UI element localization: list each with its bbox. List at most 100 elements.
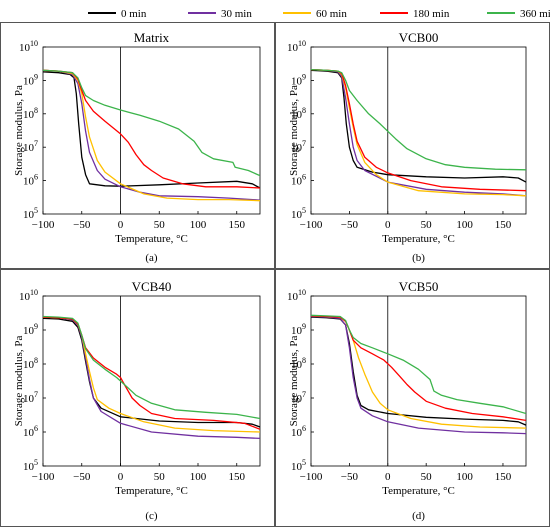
legend-label: 0 min [121,8,147,20]
y-tick-label: 1010 [19,288,38,303]
x-tick-label: 100 [190,219,207,231]
chart-panel: 105 106 107 108 109 1010 −100 −50 0 50 100 150 VCB00… [275,22,550,269]
y-axis-label: Storage modulus, Pa [288,85,300,176]
y-tick-label: 107 [23,139,38,154]
y-tick-label: 108 [23,356,38,371]
plot-area [310,46,527,215]
y-axis-label: Storage modulus, Pa [13,85,25,176]
y-tick-label: 108 [291,106,306,121]
x-tick-label: 0 [385,471,391,483]
x-tick-label: 100 [456,471,473,483]
x-tick-label: 150 [495,219,512,231]
plot-area [310,295,527,467]
x-tick-label: −100 [300,219,323,231]
series-line-360-min [43,315,260,420]
series-line-180-min [311,315,526,422]
legend-item: 180 min [380,8,450,20]
x-tick-label: −100 [300,471,323,483]
y-tick-label: 106 [291,424,306,439]
y-tick-label: 105 [23,458,38,473]
series-line-30-min [43,69,260,201]
x-axis-label: Temperature, °C [382,233,455,245]
y-tick-label: 1010 [287,39,306,54]
series-line-360-min [311,68,526,171]
x-tick-label: −50 [341,471,359,483]
series-line-60-min [43,316,260,433]
panel-label: (c) [145,510,158,522]
legend-label: 30 min [221,8,252,20]
y-tick-label: 107 [23,390,38,405]
y-tick-label: 107 [291,139,306,154]
series-line-30-min [311,315,526,435]
y-tick-label: 109 [23,72,38,87]
y-axis-label: Storage modulus, Pa [288,336,300,427]
x-tick-label: 50 [421,219,433,231]
chart-panel: 105 106 107 108 109 1010 −100 −50 0 50 100 150 VCB40… [0,269,275,527]
legend-label: 360 min [520,8,550,20]
y-tick-label: 109 [291,72,306,87]
series-line-0-min [311,316,526,426]
series-line-360-min [43,69,260,177]
x-tick-label: 150 [229,219,246,231]
x-tick-label: 0 [385,219,391,231]
y-tick-label: 106 [291,173,306,188]
y-tick-label: 109 [23,322,38,337]
series-line-60-min [311,315,526,429]
series-line-0-min [43,317,260,428]
plot-area [42,46,261,215]
x-tick-label: 100 [456,219,473,231]
x-tick-label: −50 [73,219,91,231]
x-axis-label: Temperature, °C [382,485,455,497]
x-tick-label: −100 [32,471,55,483]
y-tick-label: 108 [23,106,38,121]
panel-label: (a) [145,252,158,264]
legend: 0 min 30 min 60 min 180 min 360 min [88,8,550,20]
plot-area [42,295,261,467]
legend-label: 60 min [316,8,347,20]
x-tick-label: 150 [229,471,246,483]
legend-label: 180 min [413,8,450,20]
x-tick-label: −50 [341,219,359,231]
series-line-360-min [311,314,526,415]
panel-label: (d) [412,510,425,522]
x-axis-label: Temperature, °C [115,233,188,245]
series-line-60-min [43,69,260,202]
x-tick-label: 0 [118,471,124,483]
series-line-180-min [43,69,260,189]
chart-panel: 105 106 107 108 109 1010 −100 −50 0 50 100 150 Matri… [0,22,275,269]
y-tick-label: 106 [23,424,38,439]
x-tick-label: 0 [118,219,124,231]
x-tick-label: −50 [73,471,91,483]
x-tick-label: 50 [421,471,433,483]
panel-title: VCB40 [132,279,172,294]
y-tick-label: 107 [291,390,306,405]
x-tick-label: 50 [154,219,166,231]
y-tick-label: 105 [291,458,306,473]
legend-item: 0 min [88,8,147,20]
panel-title: VCB00 [399,30,439,45]
legend-item: 360 min [487,8,550,20]
panel-border [0,22,275,269]
y-axis-label: Storage modulus, Pa [13,336,25,427]
y-tick-label: 108 [291,356,306,371]
series-line-180-min [43,316,260,430]
series-line-30-min [311,68,526,197]
x-axis-label: Temperature, °C [115,485,188,497]
x-tick-label: 100 [190,471,207,483]
y-tick-label: 1010 [19,39,38,54]
y-tick-label: 1010 [287,288,306,303]
x-tick-label: 150 [495,471,512,483]
panel-label: (b) [412,252,425,264]
chart-panels: 105 106 107 108 109 1010 −100 −50 0 50 100 150 Matri… [0,22,550,527]
x-tick-label: 50 [154,471,166,483]
y-tick-label: 109 [291,322,306,337]
legend-item: 30 min [188,8,252,20]
panel-title: VCB50 [399,279,439,294]
panel-title: Matrix [134,30,170,45]
y-tick-label: 105 [291,206,306,221]
x-tick-label: −100 [32,219,55,231]
y-tick-label: 106 [23,173,38,188]
legend-item: 60 min [283,8,347,20]
chart-panel: 105 106 107 108 109 1010 −100 −50 0 50 100 150 VCB50… [275,269,550,527]
